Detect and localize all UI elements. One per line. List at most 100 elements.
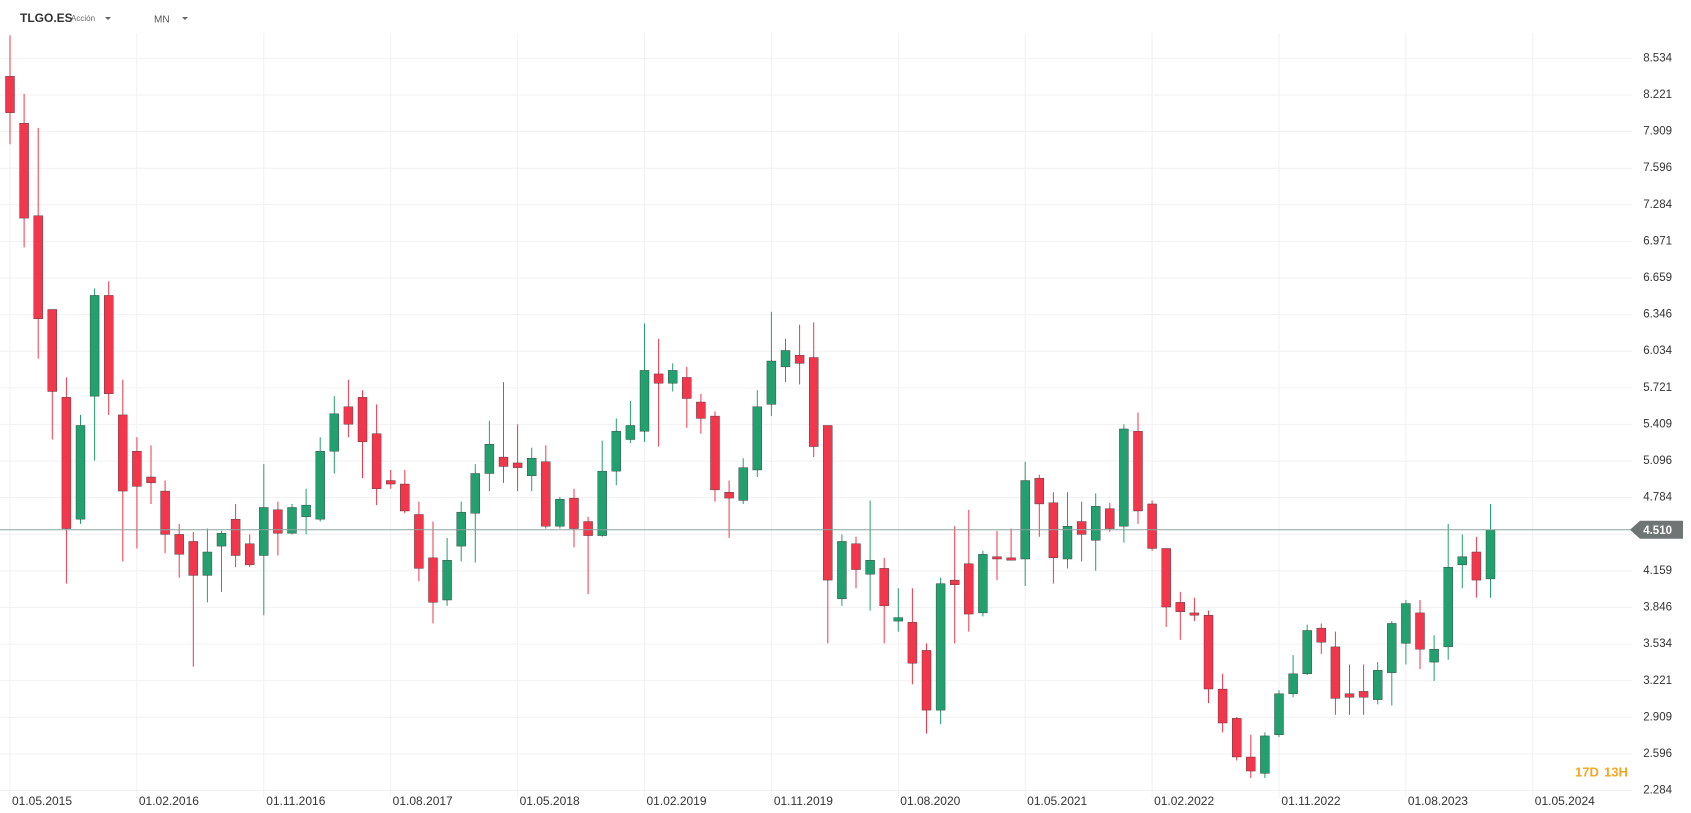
candle-body xyxy=(1217,688,1228,724)
candle-body xyxy=(752,406,762,471)
candle-body xyxy=(1387,623,1397,673)
y-tick-label: 6.034 xyxy=(1643,345,1672,357)
candle-body xyxy=(992,556,1002,560)
candle-body xyxy=(978,554,988,614)
y-tick-label: 5.721 xyxy=(1643,382,1672,394)
candle-body xyxy=(541,461,551,527)
candle-body xyxy=(371,433,382,489)
candle-body xyxy=(809,357,819,447)
candle-body xyxy=(1429,649,1439,663)
candle-body xyxy=(597,470,607,536)
candle-body xyxy=(1246,756,1256,772)
candle-body xyxy=(1203,615,1214,690)
y-tick-label: 3.221 xyxy=(1643,675,1672,687)
y-tick-label: 6.346 xyxy=(1643,309,1672,321)
candle-body xyxy=(1288,673,1298,694)
candle-body xyxy=(386,480,396,485)
candle-body xyxy=(794,354,805,364)
candle-body xyxy=(188,541,199,576)
x-tick-label: 01.02.2019 xyxy=(646,794,706,808)
candle-body xyxy=(1006,557,1016,561)
candle-body xyxy=(33,215,43,320)
y-tick-label: 6.659 xyxy=(1643,272,1672,284)
x-tick-label: 01.11.2016 xyxy=(266,794,325,808)
y-tick-label: 7.596 xyxy=(1643,162,1672,174)
candle-body xyxy=(964,563,974,615)
candle-body xyxy=(470,473,480,514)
symbol[interactable]: TLGO.ES xyxy=(20,11,73,25)
candle-body xyxy=(1372,670,1383,700)
candle-body xyxy=(456,511,466,547)
candle-body xyxy=(1316,627,1327,643)
candle-body xyxy=(118,414,128,492)
candle-body xyxy=(1274,693,1284,735)
x-tick-label: 01.05.2018 xyxy=(520,794,580,808)
countdown-days: 17D xyxy=(1575,764,1599,779)
candle-body xyxy=(47,309,57,392)
candle-body xyxy=(273,509,283,534)
candle-body xyxy=(357,397,368,443)
candle-body xyxy=(766,360,777,405)
candle-body xyxy=(1344,693,1355,698)
candle-body xyxy=(527,458,537,477)
candle-body xyxy=(146,476,156,484)
candle-body xyxy=(1090,506,1101,541)
instrument-kind: Acción xyxy=(71,14,95,23)
candle-body xyxy=(5,76,15,113)
y-tick-label: 8.221 xyxy=(1643,89,1672,101)
candle-body xyxy=(1189,612,1200,616)
candle-body xyxy=(1076,521,1087,535)
interval[interactable]: MN xyxy=(154,15,170,26)
candle-body xyxy=(921,650,932,711)
symbol-dropdown[interactable] xyxy=(105,17,111,20)
candle-body xyxy=(75,425,86,520)
grid xyxy=(0,33,1632,798)
candle-body xyxy=(555,499,565,527)
y-tick-label: 2.909 xyxy=(1643,711,1672,723)
candle-body xyxy=(132,451,142,487)
candle-body xyxy=(498,456,509,467)
candle-body xyxy=(1231,718,1242,758)
candle-body xyxy=(583,521,593,536)
candle-body xyxy=(287,507,297,534)
axes: 2.2842.5962.9093.2213.5343.8464.1594.471… xyxy=(0,52,1683,808)
candle-body xyxy=(851,543,861,570)
candle-body xyxy=(174,534,184,555)
candle-body xyxy=(1119,428,1129,527)
candle-body xyxy=(1034,477,1045,505)
candle-body xyxy=(879,568,889,607)
candle-body xyxy=(738,467,748,501)
candle-body xyxy=(230,518,241,556)
candle-body xyxy=(1485,529,1496,580)
candle-body xyxy=(639,370,650,432)
x-tick-label: 01.05.2015 xyxy=(12,794,72,808)
y-tick-label: 2.596 xyxy=(1643,748,1672,760)
candle-body xyxy=(89,295,100,397)
candle-body xyxy=(1062,526,1073,560)
x-tick-label: 01.02.2016 xyxy=(139,794,199,808)
candle-body xyxy=(907,622,918,664)
candle-body xyxy=(1105,508,1115,529)
candle-body xyxy=(400,483,410,512)
candle-body xyxy=(1161,548,1171,608)
x-tick-label: 01.02.2022 xyxy=(1154,794,1214,808)
x-tick-label: 01.08.2020 xyxy=(900,794,960,808)
y-tick-label: 5.409 xyxy=(1643,418,1672,430)
y-tick-label: 3.846 xyxy=(1643,602,1672,614)
x-tick-label: 01.05.2024 xyxy=(1535,794,1595,808)
candle-body xyxy=(668,370,678,384)
y-tick-label: 7.909 xyxy=(1643,126,1672,138)
candle-body xyxy=(61,397,72,529)
candle-body xyxy=(1443,567,1453,648)
candle-body xyxy=(1415,612,1425,650)
candle-body xyxy=(160,490,170,535)
candle-body xyxy=(1175,602,1186,612)
candle-body xyxy=(823,425,833,581)
interval-dropdown[interactable] xyxy=(182,17,188,20)
x-tick-label: 01.05.2021 xyxy=(1027,794,1087,808)
candle-body xyxy=(1147,503,1157,549)
candle-body xyxy=(935,583,946,711)
y-tick-label: 8.534 xyxy=(1643,52,1672,64)
candle-body xyxy=(1330,646,1341,699)
